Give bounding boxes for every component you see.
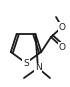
Text: S: S [23,58,29,68]
Text: N: N [35,64,41,72]
Text: O: O [59,23,66,31]
Text: O: O [59,43,66,52]
